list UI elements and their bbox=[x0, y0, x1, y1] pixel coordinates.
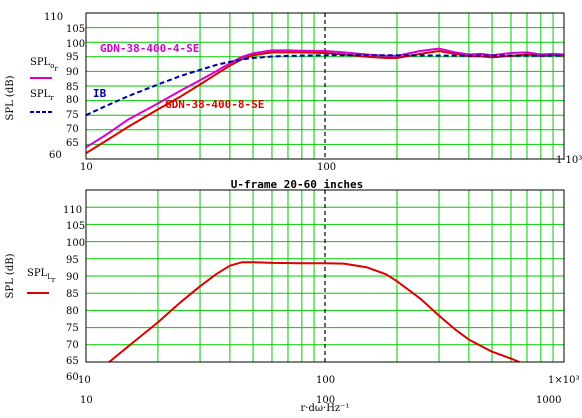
top-chart: 110 105 100 95 90 85 80 75 70 65 60 10 1… bbox=[5, 12, 582, 173]
bottom-x-tick-label: 1000 bbox=[536, 395, 561, 406]
bottom-grid bbox=[86, 190, 564, 362]
bottom-y-tick-label: 75 bbox=[66, 323, 79, 334]
top-y-tick-label: 100 bbox=[66, 39, 85, 50]
bottom-y-tick-label: 95 bbox=[66, 255, 79, 266]
bottom-y-tick-label: 105 bbox=[66, 221, 85, 232]
top-y-tick-label: 60 bbox=[49, 150, 62, 161]
top-series-line-1 bbox=[85, 47, 565, 149]
bottom-x-tick-label-upper: 10 bbox=[78, 375, 91, 386]
top-y-tick-label: 95 bbox=[66, 52, 79, 63]
bottom-legend: SPLLr bbox=[27, 268, 56, 294]
top-y-tick-label: 70 bbox=[66, 124, 79, 135]
bottom-x-tick-label: 100 bbox=[316, 395, 335, 406]
bottom-y-tick-label: 65 bbox=[66, 356, 79, 367]
top-series bbox=[85, 47, 565, 155]
top-y-tick-label: 80 bbox=[66, 95, 79, 106]
top-y-tick-label: 90 bbox=[66, 67, 79, 78]
legend-label-spl-r: SPLr bbox=[30, 89, 54, 102]
top-x-tick-label: 10 bbox=[80, 162, 93, 173]
bottom-y-tick-label: 90 bbox=[66, 272, 79, 283]
annotation-gdn-8: GDN-38-400-8-SE bbox=[165, 98, 264, 111]
annotation-gdn-4: GDN-38-400-4-SE bbox=[100, 42, 199, 55]
top-y-axis-label: SPL (dB) bbox=[5, 75, 16, 120]
top-x-tick-label: 1·10³ bbox=[556, 155, 582, 166]
bottom-y-tick-label: 85 bbox=[66, 289, 79, 300]
bottom-x-axis-label: r·dω·Hz⁻¹ bbox=[301, 403, 350, 414]
bottom-y-tick-label: 100 bbox=[66, 238, 85, 249]
top-y-tick-label: 110 bbox=[44, 12, 63, 23]
top-y-tick-label: 85 bbox=[66, 82, 79, 93]
bottom-series-line-0 bbox=[108, 261, 520, 363]
legend-label-spl-or: SPLor bbox=[30, 57, 58, 73]
top-legend: SPLor SPLr bbox=[30, 57, 58, 113]
top-y-tick-label: 105 bbox=[66, 24, 85, 35]
legend-label-spl-lr: SPLLr bbox=[27, 268, 56, 284]
bottom-x-tick-label-upper: 100 bbox=[316, 375, 335, 386]
top-y-tick-label: 75 bbox=[66, 110, 79, 121]
bottom-chart-title: U-frame 20-60 inches bbox=[231, 178, 363, 191]
bottom-plot-frame bbox=[85, 189, 565, 363]
bottom-y-tick-label: 70 bbox=[66, 340, 79, 351]
bottom-x-tick-label: 10 bbox=[80, 395, 93, 406]
top-plot-frame bbox=[85, 12, 565, 160]
top-y-tick-label: 65 bbox=[66, 138, 79, 149]
annotation-ib: IB bbox=[93, 87, 107, 100]
bottom-y-tick-label: 80 bbox=[66, 306, 79, 317]
bottom-y-axis-label: SPL (dB) bbox=[5, 253, 16, 298]
top-series-line-2 bbox=[85, 54, 564, 117]
top-x-tick-label: 100 bbox=[317, 162, 336, 173]
bottom-x-tick-label: 1×10³ bbox=[548, 375, 579, 386]
top-grid bbox=[86, 13, 564, 159]
bottom-y-tick-label: 60 bbox=[66, 372, 79, 383]
bottom-series bbox=[108, 261, 520, 363]
bottom-chart: U-frame 20-60 inches 110 105 100 95 90 8… bbox=[5, 178, 579, 414]
bottom-y-tick-label: 110 bbox=[63, 205, 82, 216]
